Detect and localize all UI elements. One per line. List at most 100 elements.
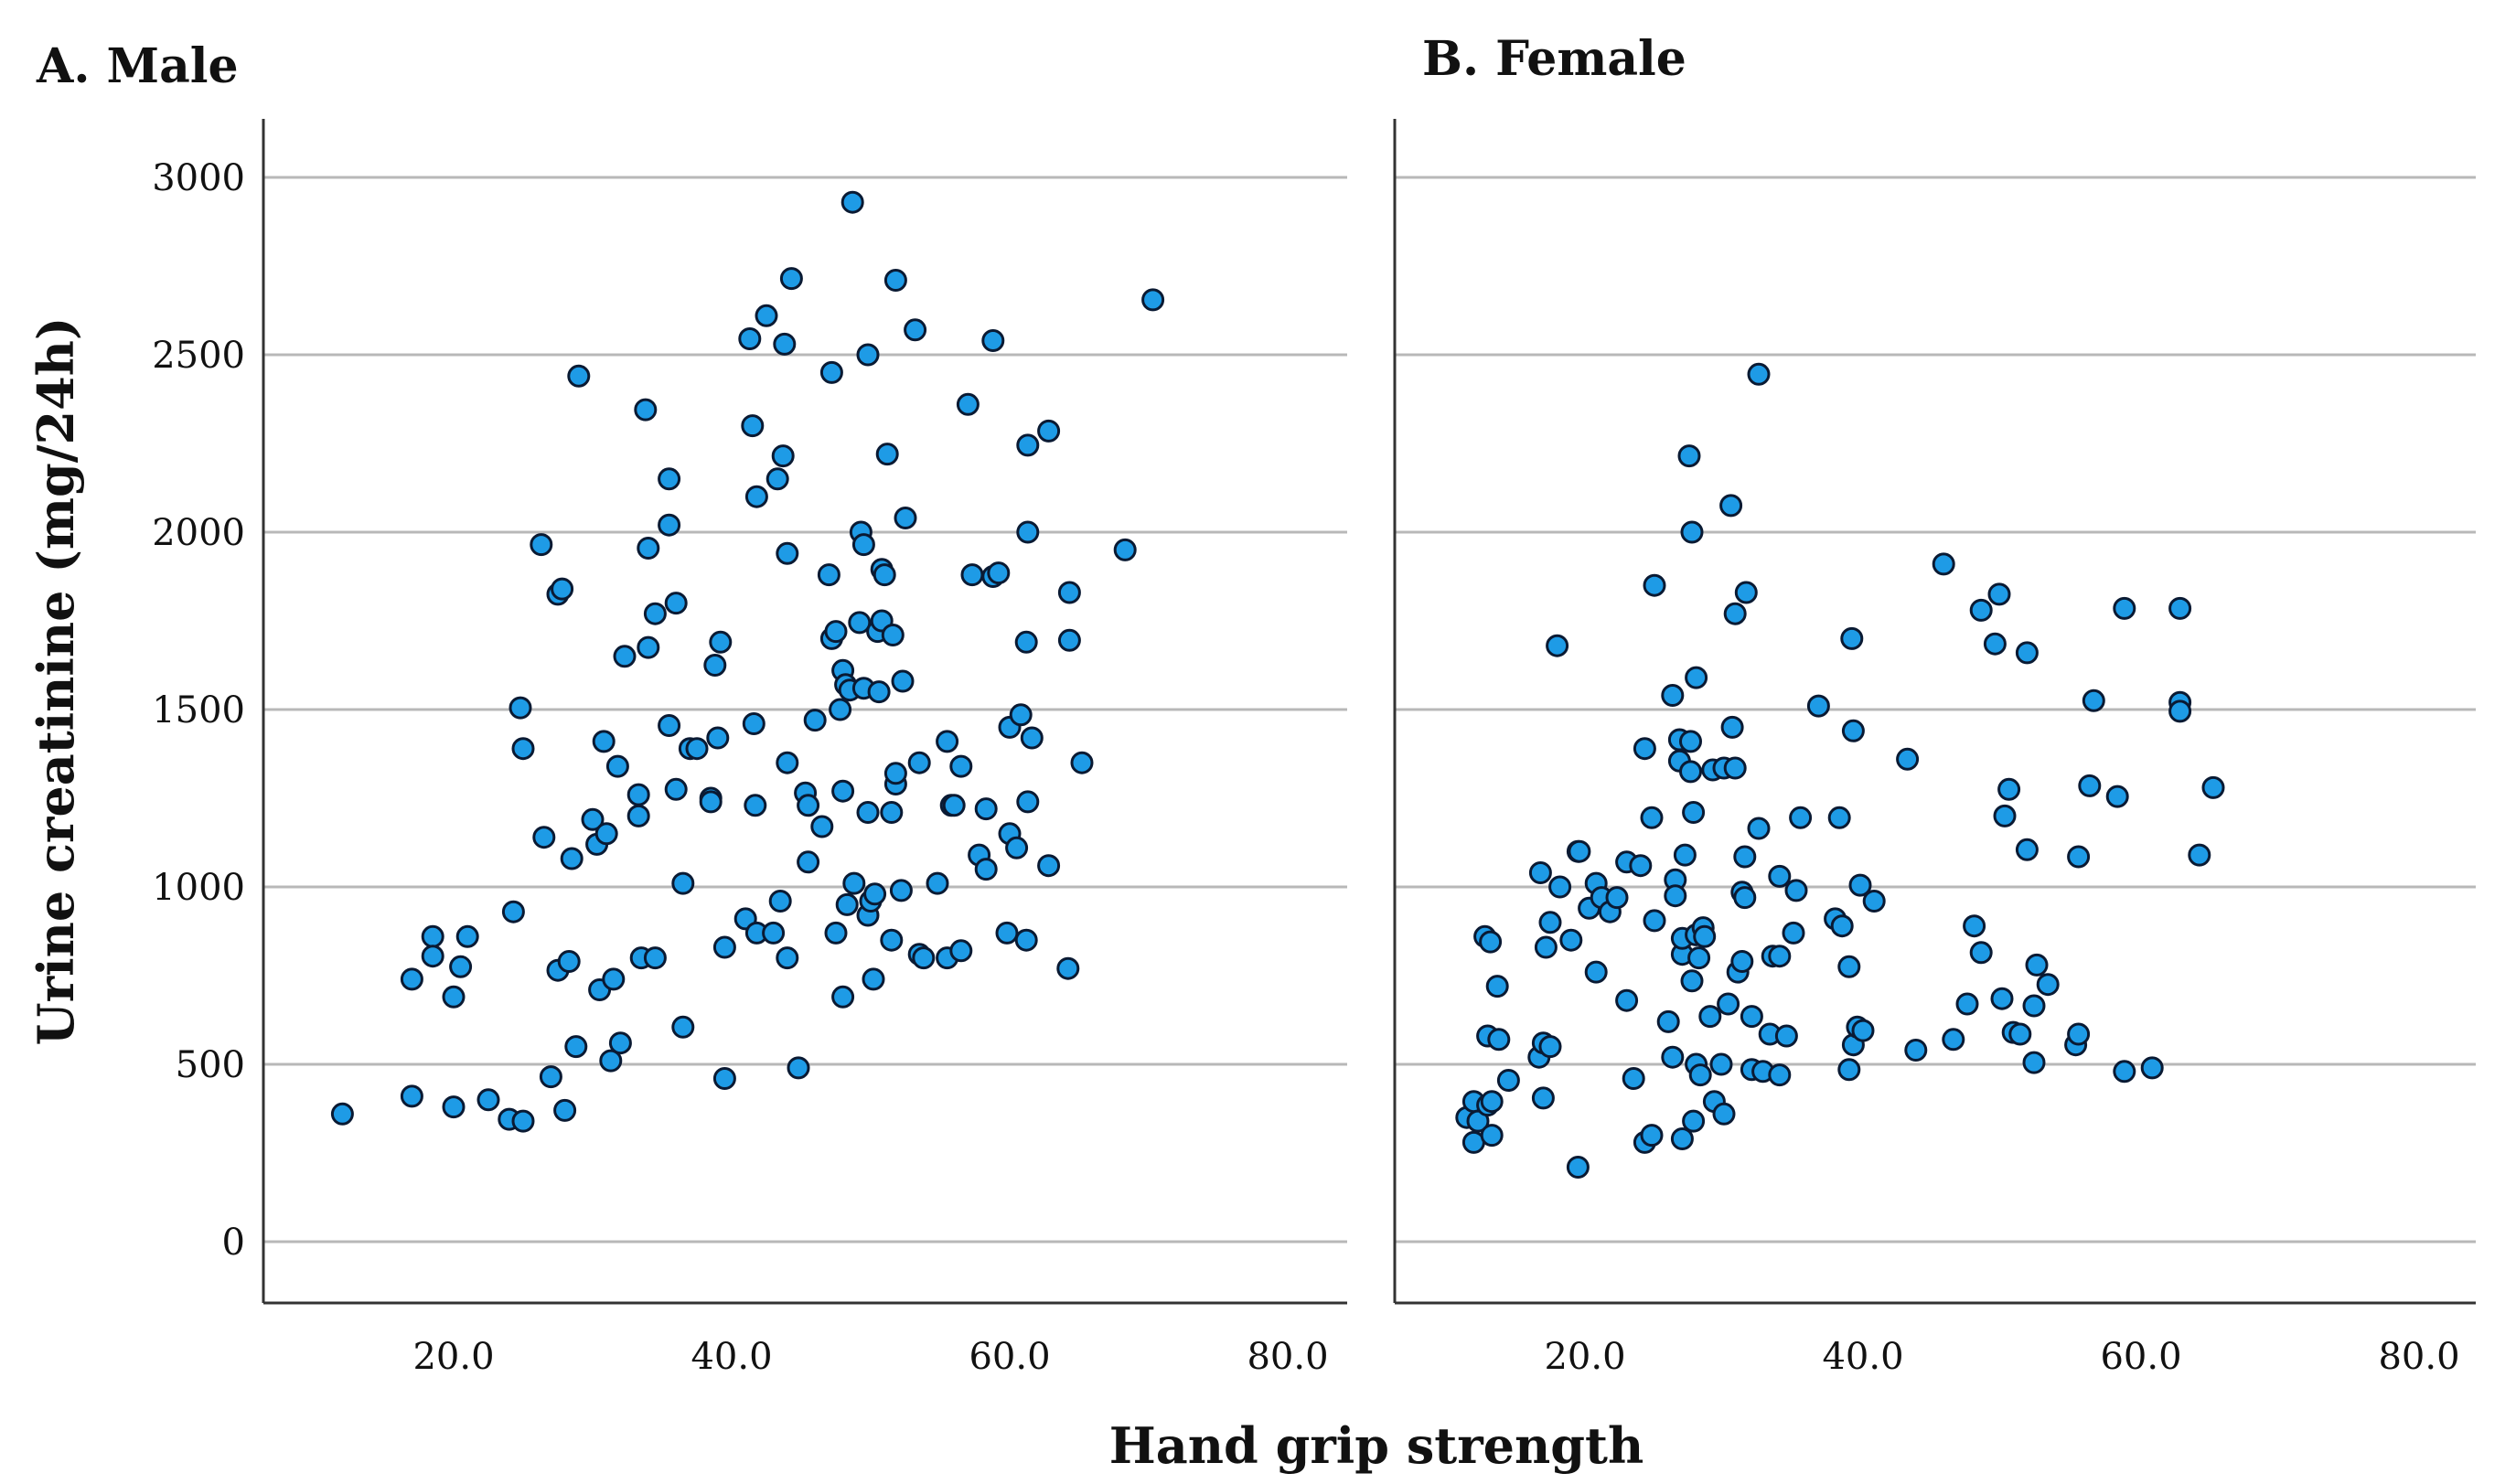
data-point [889,879,913,902]
data-point [1670,1127,1694,1150]
data-point [779,267,803,291]
data-point [2168,699,2192,723]
data-point [699,790,723,814]
data-point [330,1102,354,1126]
data-point [894,507,917,529]
data-point [1009,703,1033,727]
data-point [2008,1022,2032,1046]
data-point [2188,843,2211,867]
data-point [1682,1109,1706,1133]
data-point [1016,433,1040,457]
tick-labels-female: 20.0 40.0 60.0 80.0 [1544,1336,2459,1378]
data-point [608,1031,632,1055]
data-point [766,467,789,491]
data-point [1734,581,1758,604]
y-tick-label: 3000 [152,157,245,199]
data-point [1840,626,1864,650]
data-point [2067,1022,2091,1046]
data-point [1685,666,1708,689]
data-point [1568,839,1591,863]
data-point [829,698,852,721]
data-point [738,327,762,350]
data-point [862,967,885,991]
data-point [1904,1039,1928,1062]
data-point [1827,806,1851,829]
data-point [1677,444,1701,468]
data-point [1538,911,1562,934]
axes-female [1393,119,2476,1305]
data-point [797,794,820,817]
data-point [1005,836,1029,859]
data-point [599,1049,623,1073]
data-point [981,329,1005,352]
data-point [553,1098,577,1122]
data-point [1997,777,2021,801]
data-point [956,392,980,416]
data-point [2113,1060,2136,1084]
data-point [626,804,650,827]
data-point [709,630,733,654]
data-point [856,801,880,824]
data-point [2067,845,2091,869]
data-point [974,797,998,821]
data-point [509,696,532,720]
data-point [1643,909,1666,933]
data-point [706,726,730,750]
data-point [942,794,966,817]
data-point [904,318,927,342]
data-point [1538,1035,1562,1059]
data-point [1680,520,1704,544]
gridlines-male [263,176,1347,1244]
y-axis-title: Urine creatinine (mg/24h) [27,317,85,1046]
data-point [671,871,695,895]
panel-female: 20.0 40.0 60.0 80.0 B. Female [1393,31,2476,1378]
data-point [771,444,795,468]
data-point [881,624,905,646]
data-point [1862,890,1886,913]
data-point [1680,969,1704,993]
data-point [1070,751,1094,774]
data-point [742,712,766,735]
data-point [912,946,936,970]
data-point [1615,988,1639,1012]
data-point [762,921,786,945]
data-point [1664,884,1687,908]
data-point [848,611,872,635]
data-point [2082,689,2105,712]
data-point [1806,694,1830,718]
data-point [1633,737,1656,761]
data-point [891,669,915,693]
panel-male: 0 500 1000 1500 2000 2500 3000 20.0 40.0 60.0 80.0… [36,38,1347,1378]
data-point [539,1065,562,1089]
data-point [875,443,899,466]
data-point [1656,1009,1680,1033]
data-point [907,751,931,774]
data-point [1733,845,1757,869]
data-point [634,398,658,422]
data-point [2015,838,2039,861]
data-point [605,754,629,778]
data-point [1932,552,1955,576]
data-point [1768,945,1792,968]
data-point [1712,1102,1736,1126]
data-point [856,343,880,367]
data-point [455,924,479,948]
data-point [1480,1124,1504,1148]
data-point [2025,953,2049,977]
data-point [1057,581,1081,604]
data-point [1990,987,2014,1010]
data-point [1020,726,1044,750]
data-point [1688,1063,1712,1087]
data-point [1141,288,1165,312]
data-point [1774,1024,1798,1048]
data-point [1698,1005,1722,1029]
data-point [658,714,681,737]
data-point [1969,598,1993,622]
x-tick-label: 60.0 [969,1336,1050,1378]
data-point [1709,1052,1733,1076]
data-point [421,924,444,948]
data-point [557,950,581,973]
data-point [1782,921,1805,945]
x-axis-title: Hand grip strength [1109,1416,1643,1475]
